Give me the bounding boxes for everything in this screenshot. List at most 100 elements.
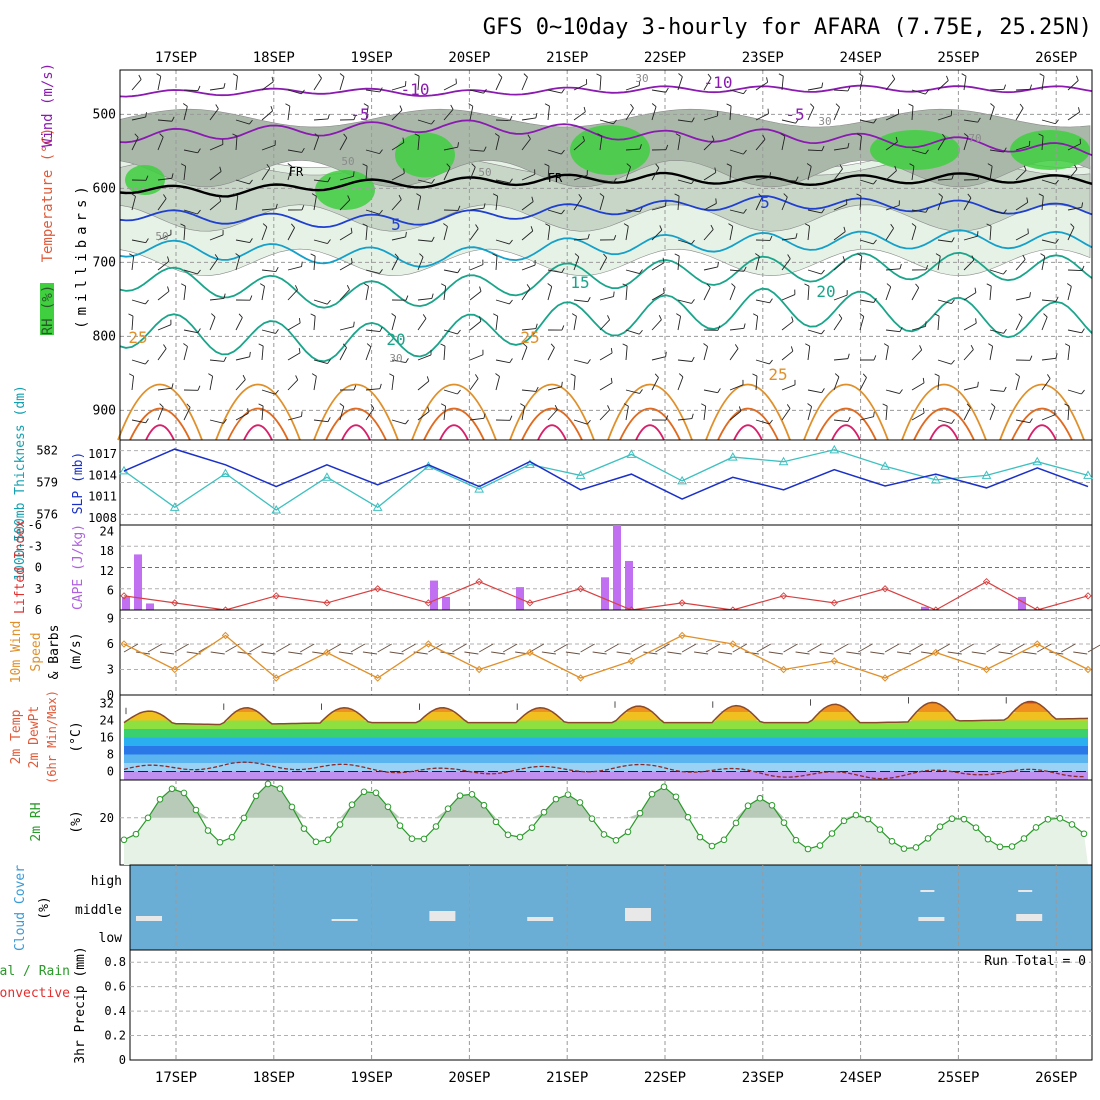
wind-barb-flag xyxy=(578,193,583,199)
wind-barbs-upper xyxy=(128,73,1085,425)
wind-barb-10m xyxy=(580,643,595,653)
wind-barb-flag xyxy=(1055,296,1059,302)
wind-barb xyxy=(521,328,536,331)
temp-band xyxy=(124,754,1088,763)
wind-barb-flag xyxy=(483,413,486,419)
isotherm-line xyxy=(119,251,1093,309)
wind-barb-flag xyxy=(483,146,487,152)
wind-barb-flag xyxy=(899,389,903,394)
slp-tick: 1008 xyxy=(88,511,117,525)
wind-barb-flag xyxy=(440,403,446,407)
wind-barb-10m xyxy=(795,651,810,655)
wind-barb-flag xyxy=(561,88,565,94)
wind-barb-flag xyxy=(1026,197,1029,203)
wind-barb-flag xyxy=(607,315,611,321)
thickness-marker xyxy=(372,502,383,511)
wind-barb-flag xyxy=(873,239,877,245)
rh-marker xyxy=(864,815,872,823)
wind-barb xyxy=(833,318,843,331)
wind-barb xyxy=(339,406,345,421)
wind-barb xyxy=(677,119,692,123)
rh-marker xyxy=(432,823,440,830)
isotherm-25-arc xyxy=(215,383,301,441)
wind-speed-marker xyxy=(627,657,636,665)
wind-barb xyxy=(677,239,692,245)
wind-barb-10m xyxy=(694,651,709,655)
wind-barb xyxy=(963,136,969,151)
contour-label: 30 xyxy=(389,352,402,365)
wind-barb xyxy=(391,85,406,91)
rh-marker xyxy=(936,823,944,830)
wind-barb xyxy=(677,376,684,391)
cape-bar xyxy=(625,560,633,610)
bottom-date-label: 18SEP xyxy=(253,1070,295,1086)
wind-barb xyxy=(755,81,768,91)
wind-barb-flag xyxy=(498,73,503,78)
wind-barb xyxy=(365,329,380,333)
rh-marker xyxy=(1068,821,1076,828)
wind-barb xyxy=(287,322,301,331)
wind-barb xyxy=(365,89,380,93)
slp-tick: 1017 xyxy=(88,447,117,461)
wind-barb-flag xyxy=(527,134,531,140)
wind-barb xyxy=(521,173,536,181)
wind-barb-flag xyxy=(780,133,786,137)
rh-marker xyxy=(144,814,152,822)
wind-barb-flag xyxy=(752,313,758,317)
wind-barb-flag xyxy=(314,133,319,138)
wind-tick: 3 xyxy=(107,663,114,677)
wind-barb-flag xyxy=(145,418,149,424)
wind-barb-flag xyxy=(899,327,903,332)
wind-barb xyxy=(911,287,920,301)
wind-barb-flag xyxy=(327,177,331,182)
wind-barb xyxy=(885,406,888,421)
wind-barb-flag xyxy=(351,258,353,264)
wind-barb-flag xyxy=(674,253,680,257)
rh-marker xyxy=(120,836,128,844)
wind-barb xyxy=(963,76,967,91)
wind-barb-flag xyxy=(353,385,357,391)
wind-barb-flag xyxy=(574,253,580,258)
wind-barb-flag xyxy=(1018,313,1023,318)
wind-barb xyxy=(287,166,293,181)
wind-barb xyxy=(131,316,134,331)
wind-barb-flag xyxy=(218,196,222,202)
wind-barb xyxy=(911,326,926,331)
wind-barb-flag xyxy=(717,325,721,331)
temp-band xyxy=(124,720,1088,729)
wind-barb xyxy=(755,113,769,121)
wind-barb xyxy=(781,258,791,271)
bottom-date-label: 17SEP xyxy=(155,1070,197,1086)
wind-barb xyxy=(339,289,350,301)
wind-barb-flag xyxy=(678,373,684,378)
lifted-index-line xyxy=(123,581,1089,611)
lifted-index-marker xyxy=(779,592,788,600)
wind-barb-flag xyxy=(665,201,667,207)
wind-barb xyxy=(235,76,238,91)
rh-marker xyxy=(264,780,272,788)
thickness-marker xyxy=(169,502,180,511)
wind-barb xyxy=(937,376,940,391)
wind-barb-flag xyxy=(599,193,605,197)
wind-barb-10m xyxy=(846,651,861,655)
wind-barb-10m xyxy=(616,651,631,655)
temp-band xyxy=(124,763,1088,772)
wind-barb-flag xyxy=(223,293,226,299)
wind-barb xyxy=(313,136,320,151)
wind-barb-flag xyxy=(714,167,717,173)
wind-barb xyxy=(573,238,588,241)
wind-barb-flag xyxy=(219,166,222,172)
wind-barb-flag xyxy=(197,85,201,91)
thickness-marker xyxy=(1083,470,1093,479)
wind-barb xyxy=(781,119,796,124)
wind-barb-flag xyxy=(181,283,186,287)
wind-barb-flag xyxy=(934,313,940,317)
wind-barb-flag xyxy=(986,283,992,287)
isotherm-35-arc xyxy=(439,424,469,441)
wind-barb-flag xyxy=(301,411,303,417)
wind-barb xyxy=(443,167,451,181)
wind-barb xyxy=(1015,169,1027,181)
wind-barb-flag xyxy=(882,403,888,407)
wind-barb-flag xyxy=(1078,107,1081,113)
wind-barb xyxy=(651,167,660,181)
